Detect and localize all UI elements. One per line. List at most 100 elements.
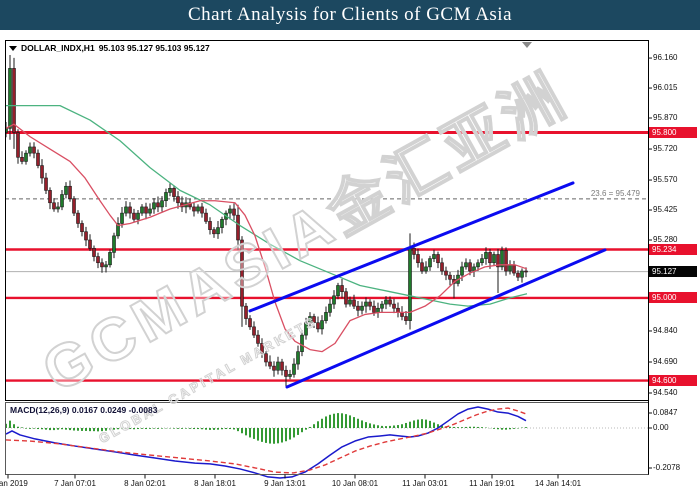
candle-body: [368, 301, 372, 307]
candle-body: [88, 239, 92, 249]
candle-body: [404, 316, 408, 321]
candle-body: [120, 212, 124, 224]
macd-header: MACD(12,26,9) 0.0167 0.0249 -0.0083: [10, 405, 158, 415]
candle-body: [464, 262, 468, 268]
candle-body: [144, 206, 148, 214]
candle-body: [96, 256, 100, 264]
candle-body: [208, 221, 212, 230]
candle-body: [504, 250, 508, 272]
candle-body: [488, 252, 492, 264]
candle-body: [92, 247, 96, 257]
candle-body: [292, 363, 296, 375]
candle-body: [140, 206, 144, 214]
time-axis-label: 11 Jan 03:01: [402, 479, 448, 488]
candle-body: [228, 208, 232, 214]
symbol-info-label[interactable]: DOLLAR_INDX,H1 95.103 95.127 95.103 95.1…: [9, 43, 210, 53]
candle-body: [192, 206, 196, 212]
candle-body: [84, 231, 88, 241]
candle-body: [412, 247, 416, 255]
candle-body: [424, 266, 428, 272]
candle-body: [136, 212, 140, 220]
candle-body: [232, 208, 236, 216]
candle-body: [56, 206, 60, 210]
candle-body: [408, 247, 412, 321]
macd-scale-label: 0.00: [653, 423, 669, 432]
candle-body: [352, 299, 356, 307]
candle-body: [428, 258, 432, 268]
fib-level-label: 23.6 = 95.479: [590, 189, 640, 198]
time-axis-label: 8 Jan 18:01: [194, 479, 236, 488]
candle-body: [440, 262, 444, 272]
candle-body: [420, 262, 424, 272]
candle-body: [200, 206, 204, 214]
candle-body: [492, 254, 496, 264]
candle-body: [376, 307, 380, 313]
candle-body: [324, 312, 328, 321]
candle-body: [76, 212, 80, 224]
candle-body: [172, 188, 176, 197]
candle-body: [332, 295, 336, 305]
candle-body: [220, 219, 224, 228]
candle-body: [236, 214, 240, 241]
time-axis-label: 14 Jan 14:01: [534, 479, 582, 488]
candle-body: [512, 264, 516, 274]
candle-body: [168, 188, 172, 193]
candle-body: [152, 202, 156, 210]
price-axis-label: 95.280: [653, 235, 678, 244]
main-chart-frame: [5, 40, 649, 401]
ma-fast-line: [5, 123, 528, 353]
macd-plot[interactable]: [5, 406, 648, 479]
time-axis-label: 7 Jan 07:01: [54, 479, 96, 488]
candle-body: [64, 185, 68, 195]
candle-body: [196, 206, 200, 212]
candle-body: [344, 291, 348, 305]
candle-body: [448, 274, 452, 280]
candle-body: [176, 196, 180, 204]
main-plot[interactable]: [5, 54, 649, 389]
candle-body: [260, 343, 264, 355]
symbol-dropdown-icon[interactable]: [9, 45, 17, 51]
candle-body: [252, 326, 256, 336]
candle-body: [72, 198, 76, 214]
title-bar: Chart Analysis for Clients of GCM Asia: [0, 0, 700, 30]
candle-body: [316, 322, 320, 330]
candle-body: [476, 262, 480, 268]
candle-body: [392, 303, 396, 309]
candle-body: [416, 254, 420, 264]
candle-body: [112, 235, 116, 253]
candle-body: [328, 303, 332, 313]
candle-body: [44, 177, 48, 191]
price-axis-label: 95.870: [653, 113, 678, 122]
price-level-tag: 95.000: [649, 292, 697, 304]
price-axis-label: 94.690: [653, 356, 678, 366]
candle-body: [264, 353, 268, 363]
candle-body: [308, 316, 312, 324]
candle-body: [480, 258, 484, 264]
candle-body: [80, 223, 84, 233]
candle-body: [60, 194, 64, 208]
candle-body: [164, 192, 168, 202]
candle-body: [188, 202, 192, 208]
trendline[interactable]: [248, 181, 575, 313]
candle-body: [256, 334, 260, 344]
candle-body: [444, 270, 448, 276]
trendline[interactable]: [285, 248, 607, 389]
autoscroll-shift-icon[interactable]: [522, 42, 532, 48]
candle-body: [24, 152, 28, 162]
candle-body: [132, 212, 136, 220]
candle-body: [524, 270, 528, 273]
candle-body: [348, 299, 352, 305]
macd-scale-label: 0.0847: [653, 408, 678, 417]
price-axis-label: 96.160: [653, 53, 678, 63]
candle-body: [52, 202, 56, 210]
candle-body: [148, 208, 152, 214]
candle-body: [336, 285, 340, 297]
price-axis-label: 95.720: [653, 144, 678, 154]
current-price-tag: 95.127: [649, 266, 697, 278]
candle-body: [304, 322, 308, 336]
candle-body: [388, 299, 392, 305]
candle-body: [40, 165, 44, 179]
price-axis-label: 95.425: [653, 205, 678, 215]
